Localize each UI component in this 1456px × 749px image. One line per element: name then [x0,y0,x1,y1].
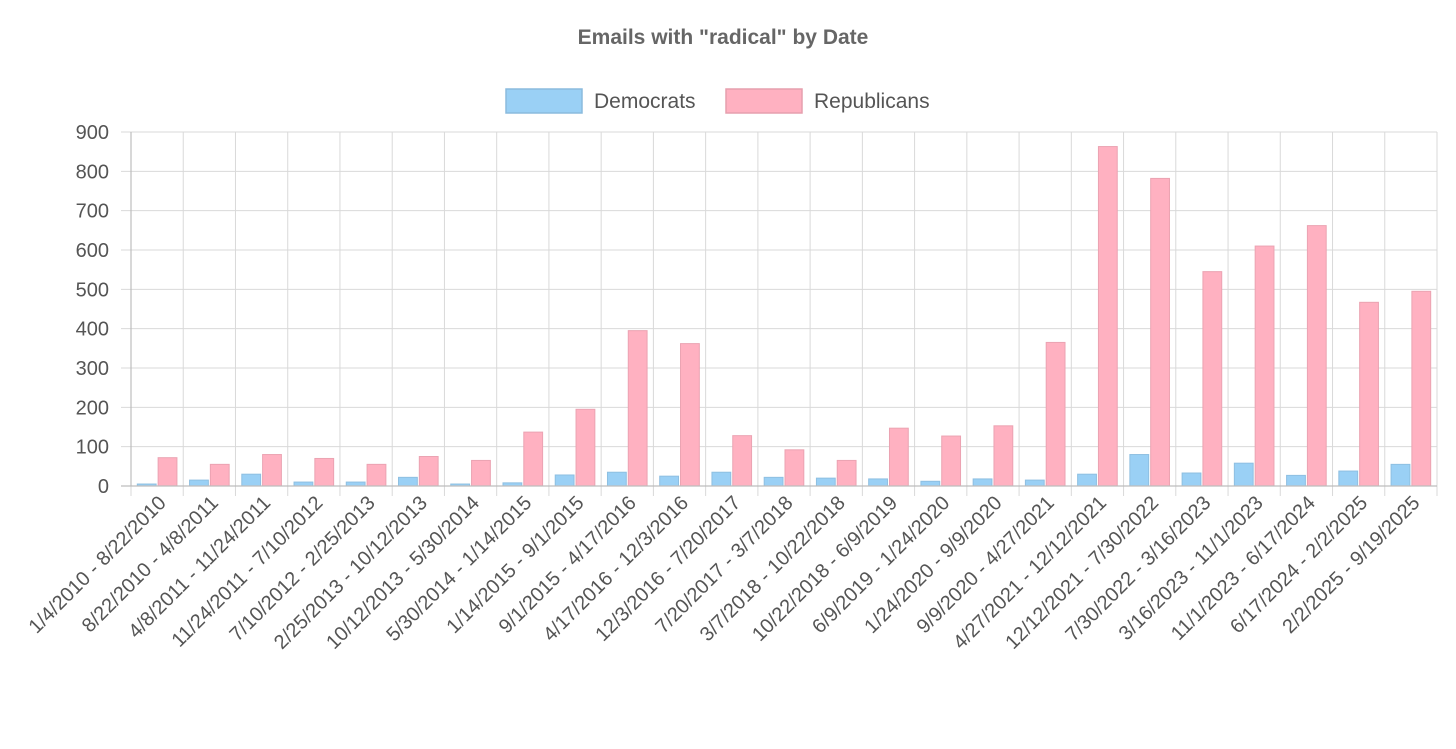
bar-democrats[interactable] [554,474,575,487]
bars [136,146,1432,487]
legend: Democrats Republicans [505,88,930,114]
bar-republicans[interactable] [1045,341,1066,487]
y-tick-label: 600 [76,240,109,262]
bar-democrats[interactable] [1024,479,1045,487]
legend-label-republicans: Republicans [814,90,930,113]
legend-item-republicans[interactable]: Republicans [725,88,930,114]
bar-democrats[interactable] [815,477,836,487]
bar-republicans[interactable] [836,459,857,487]
legend-label-democrats: Democrats [594,90,696,113]
chart-title: Emails with "radical" by Date [578,26,869,49]
legend-item-democrats[interactable]: Democrats [505,88,696,114]
bar-republicans[interactable] [366,463,387,487]
y-tick-label: 800 [76,161,109,183]
bar-republicans[interactable] [575,408,596,487]
bar-republicans[interactable] [941,435,962,487]
bar-democrats[interactable] [398,476,418,487]
bar-republicans[interactable] [784,449,805,487]
bar-republicans[interactable] [523,431,544,487]
bar-republicans[interactable] [1306,225,1327,487]
bar-democrats[interactable] [868,478,888,487]
bar-democrats[interactable] [1181,472,1202,487]
bar-democrats[interactable] [711,471,732,487]
bar-republicans[interactable] [732,435,753,487]
y-tick-label: 500 [76,279,109,301]
bar-democrats[interactable] [1338,470,1359,487]
bar-republicans[interactable] [680,343,700,487]
bar-republicans[interactable] [262,454,282,487]
y-tick-label: 0 [98,476,109,498]
bar-republicans[interactable] [157,457,178,487]
bar-republicans[interactable] [1097,146,1118,487]
y-tick-label: 900 [76,122,109,144]
bar-democrats[interactable] [1390,463,1411,487]
y-tick-label: 700 [76,201,109,223]
bar-republicans[interactable] [627,330,648,487]
bar-democrats[interactable] [920,480,941,487]
bar-democrats[interactable] [1077,473,1097,487]
y-tick-label: 200 [76,397,109,419]
bar-republicans[interactable] [314,457,335,487]
bar-democrats[interactable] [763,476,784,487]
bar-democrats[interactable] [972,478,993,487]
grid [121,131,1438,496]
bar-republicans[interactable] [1411,290,1432,487]
bar-democrats[interactable] [1129,454,1150,487]
bar-republicans[interactable] [418,456,439,487]
y-tick-label: 400 [76,319,109,341]
bar-republicans[interactable] [993,425,1014,487]
y-tick-label: 300 [76,358,109,380]
bar-democrats[interactable] [1233,462,1254,487]
legend-swatch-democrats [505,88,583,114]
bar-republicans[interactable] [1150,177,1170,487]
bar-democrats[interactable] [659,475,680,487]
bar-republicans[interactable] [1359,301,1379,487]
bar-republicans[interactable] [209,463,230,487]
bar-democrats[interactable] [189,479,209,487]
bar-republicans[interactable] [888,427,909,487]
y-axis-ticks: 0 100 200 300 400 500 600 700 800 900 [76,122,109,498]
bar-republicans[interactable] [1254,245,1275,487]
bar-democrats[interactable] [241,473,262,487]
legend-swatch-republicans [725,88,803,114]
bar-democrats[interactable] [606,471,627,487]
bar-republicans[interactable] [471,459,491,487]
y-tick-label: 100 [76,437,109,459]
bar-democrats[interactable] [1286,474,1306,487]
bar-republicans[interactable] [1202,271,1223,487]
axes [121,132,1437,487]
